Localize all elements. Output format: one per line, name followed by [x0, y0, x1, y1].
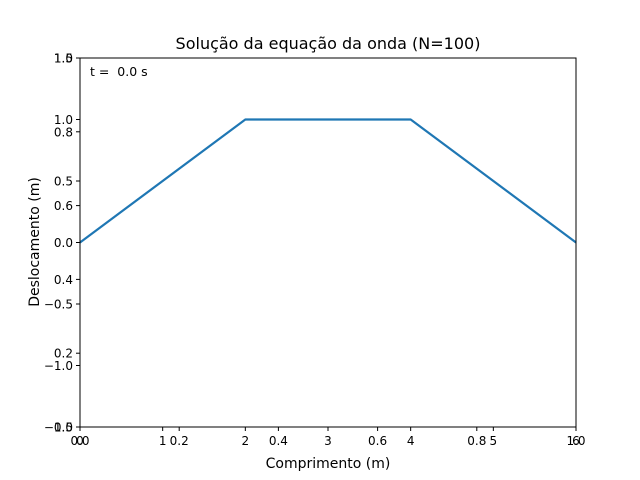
overlay-x-tick-label: 0.4	[269, 434, 288, 448]
y-axis-ticks: −1.5−1.0−0.50.00.51.01.5	[44, 52, 80, 435]
overlay-x-tick-label: 0.2	[170, 434, 189, 448]
y-tick-label: 0.0	[54, 236, 73, 250]
overlay-y-tick-label: 0.4	[54, 273, 73, 287]
overlay-x-tick-label: 1.0	[566, 434, 585, 448]
overlay-y-tick-label: 0.2	[54, 347, 73, 361]
overlay-y-tick-label: 0.0	[54, 421, 73, 435]
overlay-x-axis-ticks: 0.0 0.2 0.4 0.6 0.8 1.0	[70, 427, 586, 448]
x-tick-label: 5	[490, 434, 498, 448]
overlay-y-tick-label: 0.6	[54, 199, 73, 213]
y-tick-label: −1.5	[44, 421, 73, 435]
time-annotation: t = 0.0 s	[90, 64, 148, 79]
x-tick-label: 1	[159, 434, 167, 448]
overlay-y-tick-label: 0.8	[54, 125, 73, 139]
x-tick-label: 4	[407, 434, 415, 448]
overlay-x-tick-label: 0.0	[70, 434, 89, 448]
overlay-y-tick-label: 1.0	[54, 52, 73, 66]
y-axis-label: Deslocamento (m)	[27, 177, 43, 307]
chart-title: Solução da equação da onda (N=100)	[176, 34, 481, 53]
x-tick-label: 6	[572, 434, 580, 448]
overlay-x-tick-label: 0.6	[368, 434, 387, 448]
x-tick-label: 0	[76, 434, 84, 448]
plot-area	[79, 118, 577, 244]
y-tick-label: 1.5	[54, 52, 73, 66]
y-tick-label: 1.0	[54, 113, 73, 127]
y-tick-label: −0.5	[44, 298, 73, 312]
overlay-x-tick-label: 0.8	[467, 434, 486, 448]
y-tick-label: 0.5	[54, 175, 73, 189]
x-tick-label: 3	[324, 434, 332, 448]
series-line-0	[79, 118, 577, 244]
x-tick-label: 2	[242, 434, 250, 448]
y-tick-label: −1.0	[44, 359, 73, 373]
overlay-y-axis-ticks: 0.00.20.40.60.81.0	[54, 52, 80, 435]
x-axis-label: Comprimento (m)	[266, 456, 391, 472]
